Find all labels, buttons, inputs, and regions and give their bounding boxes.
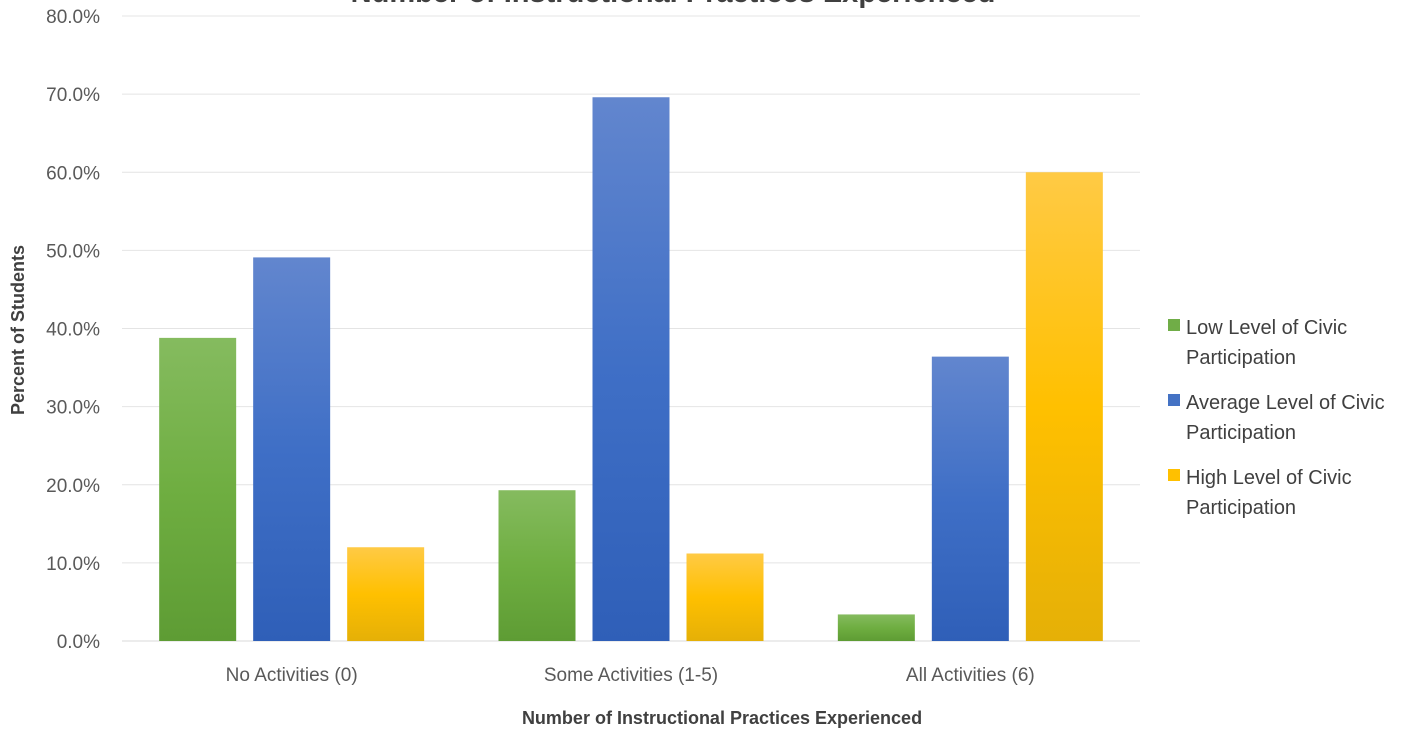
- legend-label: Participation: [1186, 497, 1296, 519]
- x-axis-title: Number of Instructional Practices Experi…: [522, 708, 922, 728]
- legend-label: Average Level of Civic: [1186, 392, 1385, 414]
- bar-high-level-of-civic-participation-0: [347, 547, 425, 641]
- y-tick-label: 40.0%: [46, 320, 100, 341]
- legend-swatch: [1168, 394, 1180, 406]
- bars: [159, 97, 1103, 641]
- legend-swatch: [1168, 319, 1180, 331]
- legend-label: Low Level of Civic: [1186, 317, 1347, 339]
- y-tick-label: 30.0%: [46, 398, 100, 419]
- bar-low-level-of-civic-participation-0: [159, 337, 237, 641]
- bar-low-level-of-civic-participation-2: [837, 614, 915, 641]
- legend-label: Participation: [1186, 347, 1296, 369]
- y-tick-label: 50.0%: [46, 241, 100, 262]
- y-tick-label: 80.0%: [46, 7, 100, 28]
- y-tick-label: 20.0%: [46, 476, 100, 497]
- bar-average-level-of-civic-participation-2: [931, 356, 1009, 641]
- legend-label: Participation: [1186, 422, 1296, 444]
- legend: Low Level of Civic Participation Average L…: [1168, 317, 1385, 519]
- legend-swatch: [1168, 469, 1180, 481]
- x-tick-label: Some Activities (1-5): [544, 665, 718, 686]
- x-tick-label: All Activities (6): [906, 665, 1035, 686]
- y-tick-label: 60.0%: [46, 163, 100, 184]
- bar-average-level-of-civic-participation-0: [253, 257, 331, 641]
- bar-high-level-of-civic-participation-1: [686, 553, 764, 641]
- x-tick-label: No Activities (0): [226, 665, 358, 686]
- y-tick-label: 10.0%: [46, 554, 100, 575]
- bar-high-level-of-civic-participation-2: [1025, 172, 1103, 641]
- y-tick-label: 0.0%: [57, 632, 100, 653]
- bar-average-level-of-civic-participation-1: [592, 97, 670, 641]
- legend-label: High Level of Civic: [1186, 467, 1352, 489]
- bar-low-level-of-civic-participation-1: [498, 490, 576, 641]
- y-axis-title: Percent of Students: [8, 245, 28, 415]
- y-tick-label: 70.0%: [46, 85, 100, 106]
- y-axis-tick-labels: 0.0% 10.0% 20.0% 30.0% 40.0% 50.0% 60.0% 70.0% 8…: [46, 7, 100, 653]
- x-axis-tick-labels: No Activities (0) Some Activities (1-5) Al…: [226, 665, 1035, 686]
- chart-title: Number of Instructional Practices Experi…: [351, 0, 996, 9]
